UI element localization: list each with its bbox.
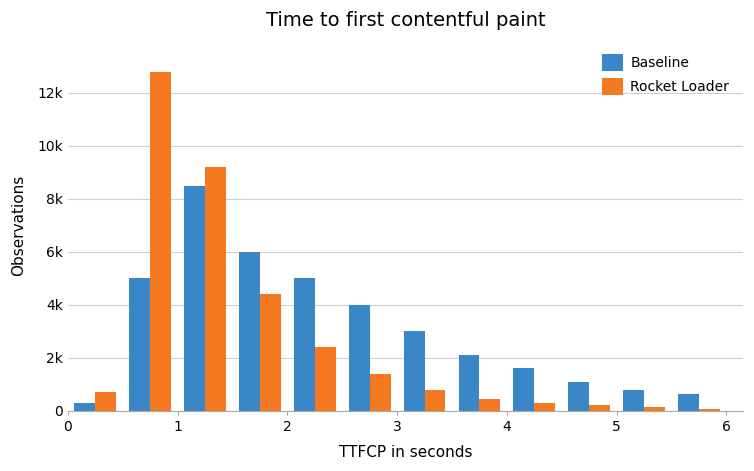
Bar — [315, 347, 336, 411]
Bar — [589, 406, 610, 411]
Bar — [184, 186, 205, 411]
Bar — [260, 294, 280, 411]
Bar — [535, 403, 555, 411]
Bar — [205, 167, 226, 411]
Bar — [129, 278, 150, 411]
Title: Time to first contentful paint: Time to first contentful paint — [265, 11, 545, 30]
Bar — [403, 331, 425, 411]
Bar — [513, 368, 535, 411]
Bar — [95, 392, 116, 411]
Legend: Baseline, Rocket Loader: Baseline, Rocket Loader — [596, 47, 736, 102]
Bar — [678, 394, 699, 411]
Y-axis label: Observations: Observations — [11, 175, 26, 276]
Bar — [624, 390, 644, 411]
Bar — [699, 409, 720, 411]
Bar — [349, 305, 369, 411]
Bar — [150, 72, 171, 411]
Bar — [480, 399, 501, 411]
Bar — [294, 278, 315, 411]
Bar — [369, 374, 391, 411]
Bar — [458, 355, 480, 411]
Bar — [239, 252, 260, 411]
Bar — [644, 407, 665, 411]
Bar — [75, 403, 95, 411]
Bar — [569, 382, 589, 411]
Bar — [425, 390, 446, 411]
X-axis label: TTFCP in seconds: TTFCP in seconds — [339, 445, 472, 460]
